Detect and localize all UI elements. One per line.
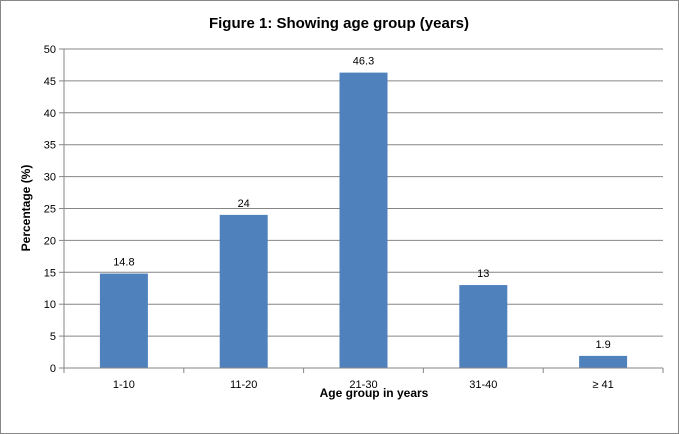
data-label: 13 — [477, 268, 489, 280]
y-tick-label: 30 — [44, 172, 56, 184]
x-tick-label: 31-40 — [469, 379, 497, 391]
y-tick-label: 35 — [44, 140, 56, 152]
y-tick-label: 20 — [44, 235, 56, 247]
bar-1-10 — [99, 273, 148, 368]
y-tick-label: 40 — [44, 108, 56, 120]
bars — [99, 72, 628, 368]
bar-41 — [579, 355, 628, 368]
y-axis-ticks: 0 5 10 15 20 25 30 35 40 45 50 — [44, 44, 56, 375]
data-label: 24 — [238, 198, 250, 210]
x-axis-ticks: 1-10 11-20 21-30 31-40 ≥ 41 — [63, 368, 664, 391]
x-tick-label: 1-10 — [113, 379, 135, 391]
data-label: 1.9 — [595, 339, 610, 351]
y-tick-label: 25 — [44, 204, 56, 216]
y-tick-label: 15 — [44, 267, 56, 279]
chart-title: Figure 1: Showing age group (years) — [209, 15, 469, 32]
y-tick-label: 45 — [44, 76, 56, 88]
bar-11-20 — [219, 214, 268, 368]
y-tick-label: 50 — [44, 44, 56, 56]
y-axis-label: Percentage (%) — [19, 165, 33, 252]
data-labels: 14.8 24 46.3 13 1.9 — [113, 56, 611, 351]
y-tick-label: 5 — [50, 331, 56, 343]
x-tick-label: 11-20 — [230, 379, 257, 391]
data-label: 46.3 — [353, 56, 374, 68]
x-tick-label: ≥ 41 — [592, 379, 613, 391]
y-tick-label: 10 — [44, 299, 56, 311]
data-label: 14.8 — [113, 257, 134, 269]
y-tick-label: 0 — [50, 363, 56, 375]
bar-21-30 — [339, 72, 388, 368]
x-axis-label: Age group in years — [320, 386, 429, 400]
bar-31-40 — [459, 285, 508, 368]
x-tick-label: 21-30 — [349, 379, 377, 391]
